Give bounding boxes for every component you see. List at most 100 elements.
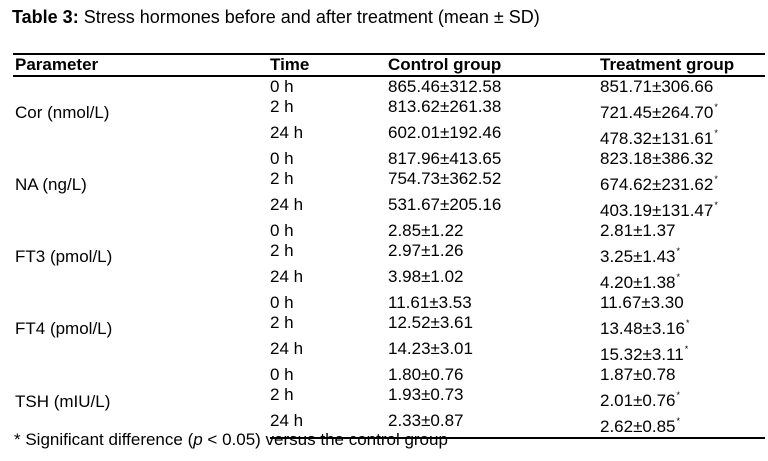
table-row: TSH (mIU/L) 0 h 1.80±0.76 1.87±0.78 [13, 365, 765, 411]
control-value-cell: 3.98±1.02 [388, 267, 464, 286]
control-value-cell: 602.01±192.46 [388, 123, 502, 142]
parameter-cell: NA (ng/L) [15, 175, 87, 194]
treatment-value-cell: 3.25±1.43* [600, 241, 765, 267]
time-cell: 2 h [270, 169, 294, 188]
treatment-value: 2.62±0.85 [600, 417, 676, 436]
treatment-value-cell: 403.19±131.47* [600, 195, 765, 221]
table-row: 24 h 3.98±1.02 4.20±1.38* [13, 267, 765, 293]
treatment-value: 15.32±3.11 [600, 345, 684, 364]
footnote: * Significant difference (p < 0.05) vers… [14, 429, 448, 451]
treatment-value-cell: 4.20±1.38* [600, 267, 765, 293]
treatment-value: 478.32±131.61 [600, 129, 714, 148]
control-value-cell: 1.80±0.76 [388, 365, 464, 384]
control-value-cell: 817.96±413.65 [388, 149, 502, 168]
header-time: Time [270, 53, 388, 77]
table-row: 2 h 754.73±362.52 674.62±231.62* [13, 169, 765, 195]
header-treatment-group: Treatment group [600, 53, 765, 77]
treatment-value-cell: 11.67±3.30 [600, 293, 765, 313]
table-caption: Table 3: Stress hormones before and afte… [12, 6, 540, 28]
header-parameter: Parameter [13, 53, 270, 77]
treatment-value-cell: 2.81±1.37 [600, 221, 765, 241]
treatment-value: 1.87±0.78 [600, 365, 676, 384]
time-cell: 24 h [270, 411, 388, 439]
parameter-cell: FT3 (pmol/L) [15, 247, 113, 266]
significance-marker: * [676, 246, 681, 256]
treatment-value: 2.01±0.76 [600, 391, 676, 410]
treatment-value-cell: 2.01±0.76* [600, 385, 765, 411]
treatment-value: 3.25±1.43 [600, 247, 676, 266]
time-cell: 24 h [270, 195, 304, 214]
table-row: 2 h 1.93±0.73 2.01±0.76* [13, 385, 765, 411]
significance-marker: * [676, 272, 681, 282]
significance-marker: * [714, 200, 718, 210]
parameter-cell: FT4 (pmol/L) [15, 319, 113, 338]
table-row: FT3 (pmol/L) 0 h 2.85±1.22 2.81±1.37 [13, 221, 765, 266]
significance-marker: * [714, 174, 718, 184]
table-row: 2 h 813.62±261.38 721.45±264.70* [13, 97, 765, 123]
time-cell: 2 h [270, 385, 294, 404]
control-value-cell: 1.93±0.73 [388, 385, 464, 404]
control-value-cell: 14.23±3.01 [388, 339, 473, 358]
control-value-cell: 2.85±1.22 [388, 221, 464, 240]
footnote-p-symbol: p [193, 430, 203, 449]
table-row: 24 h 14.23±3.01 15.32±3.11* [13, 339, 765, 365]
time-cell: 0 h [270, 77, 294, 96]
time-cell: 2 h [270, 97, 294, 116]
table-row: Cor (nmol/L) 0 h 865.46±312.58 851.71±306.6… [13, 76, 765, 122]
table-row: 2 h 12.52±3.61 13.48±3.16* [13, 313, 765, 339]
table-row: NA (ng/L) 0 h 817.96±413.65 823.18±386.32 [13, 149, 765, 194]
table-header: Parameter Time Control group Treatment g… [13, 53, 765, 77]
treatment-value-cell: 823.18±386.32 [600, 149, 765, 169]
treatment-value-cell: 1.87±0.78 [600, 365, 765, 385]
table-row: FT4 (pmol/L) 0 h 11.61±3.53 11.67±3.30 [13, 293, 765, 338]
treatment-value: 4.20±1.38 [600, 273, 676, 292]
table-row: 24 h 602.01±192.46 478.32±131.61* [13, 123, 765, 149]
stress-hormones-table: Parameter Time Control group Treatment g… [13, 53, 765, 439]
significance-marker: * [714, 102, 718, 112]
header-control-group: Control group [388, 53, 600, 77]
significance-marker: * [684, 344, 689, 354]
control-value-cell: 11.61±3.53 [388, 293, 472, 312]
significance-marker: * [685, 318, 690, 328]
table-row: 2 h 2.97±1.26 3.25±1.43* [13, 241, 765, 267]
parameter-cell: TSH (mIU/L) [15, 391, 111, 411]
treatment-value-cell: 674.62±231.62* [600, 169, 765, 195]
control-value-cell: 865.46±312.58 [388, 77, 502, 96]
control-value-cell: 2.97±1.26 [388, 241, 464, 260]
header-row: Parameter Time Control group Treatment g… [13, 53, 765, 77]
time-cell: 24 h [270, 339, 304, 358]
significance-marker: * [676, 390, 681, 400]
treatment-value: 851.71±306.66 [600, 77, 714, 96]
treatment-value: 823.18±386.32 [600, 149, 714, 168]
treatment-value: 674.62±231.62 [600, 175, 714, 194]
treatment-value-cell: 15.32±3.11* [600, 339, 765, 365]
footnote-prefix: * Significant difference ( [14, 430, 194, 449]
table-row: 24 h 2.33±0.87 2.62±0.85* [13, 411, 765, 439]
time-cell: 0 h [270, 293, 294, 312]
treatment-value-cell: 2.62±0.85* [600, 411, 765, 439]
footnote-suffix: < 0.05) versus the control group [202, 430, 448, 449]
treatment-value-cell: 721.45±264.70* [600, 97, 765, 123]
control-value-cell: 531.67±205.16 [388, 195, 502, 214]
table-body: Cor (nmol/L) 0 h 865.46±312.58 851.71±306.6… [13, 76, 765, 439]
time-cell: 0 h [270, 221, 294, 240]
treatment-value-cell: 478.32±131.61* [600, 123, 765, 149]
treatment-value-cell: 851.71±306.66 [600, 76, 765, 97]
table-title: Stress hormones before and after treatme… [78, 7, 540, 27]
table-label: Table 3: [12, 7, 79, 27]
time-cell: 0 h [270, 149, 294, 168]
treatment-value: 721.45±264.70 [600, 103, 714, 122]
table-row: 24 h 531.67±205.16 403.19±131.47* [13, 195, 765, 221]
treatment-value: 13.48±3.16 [600, 319, 685, 338]
control-value-cell: 2.33±0.87 [388, 411, 600, 439]
time-cell: 0 h [270, 365, 294, 384]
treatment-value: 403.19±131.47 [600, 201, 714, 220]
time-cell: 2 h [270, 241, 294, 260]
control-value-cell: 813.62±261.38 [388, 97, 502, 116]
treatment-value-cell: 13.48±3.16* [600, 313, 765, 339]
parameter-cell: Cor (nmol/L) [15, 103, 110, 122]
significance-marker: * [676, 416, 681, 426]
time-cell: 24 h [270, 267, 304, 286]
control-value-cell: 754.73±362.52 [388, 169, 502, 188]
time-cell: 24 h [270, 123, 304, 142]
